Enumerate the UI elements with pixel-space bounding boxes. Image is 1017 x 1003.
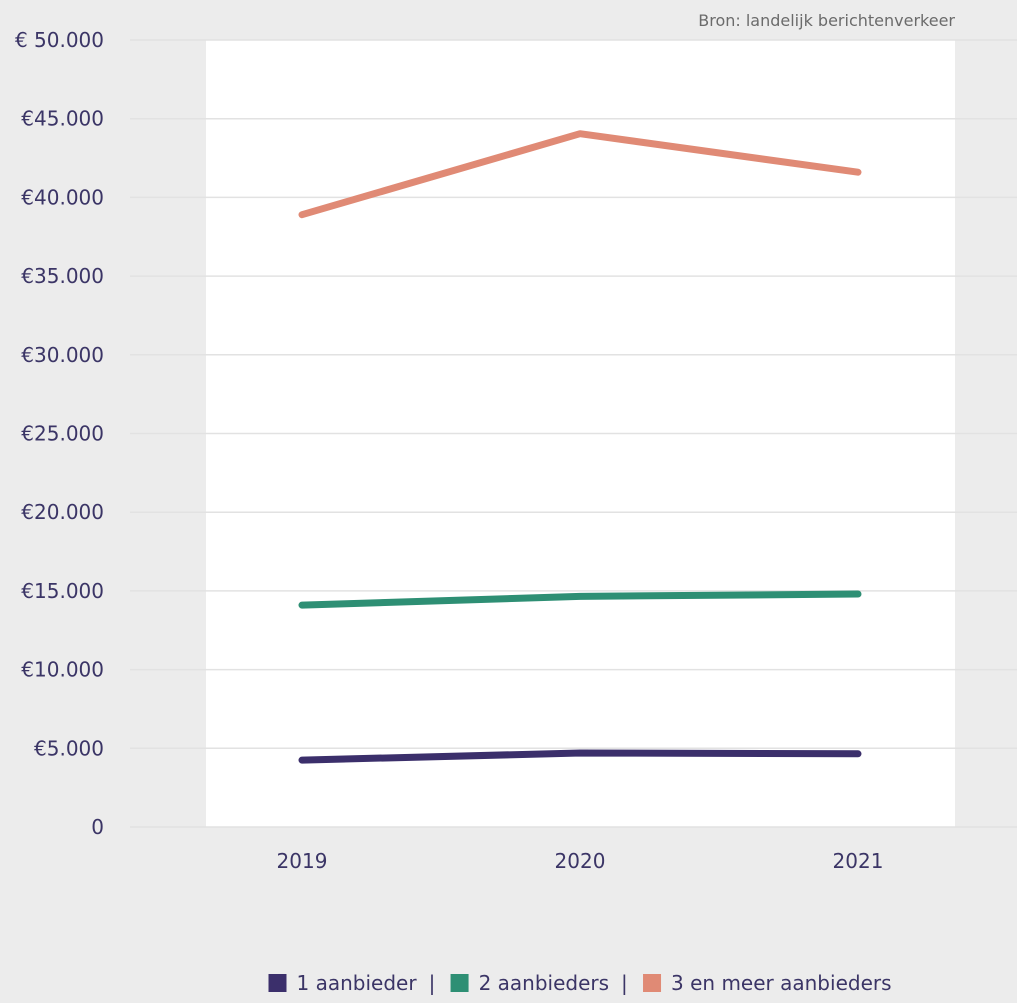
y-tick-label: €30.000 — [21, 343, 104, 367]
x-tick-label: 2021 — [833, 849, 884, 873]
x-tick-label: 2020 — [555, 849, 606, 873]
legend-separator: | — [429, 971, 436, 995]
legend-label-3: 3 en meer aanbieders — [671, 971, 891, 995]
x-axis-tick-labels: 2019 2020 2021 — [277, 849, 884, 873]
legend-separator: | — [621, 971, 628, 995]
series-line-3 — [298, 130, 862, 219]
y-tick-label: €40.000 — [21, 185, 104, 209]
y-tick-label: €45.000 — [21, 107, 104, 131]
source-note: Bron: landelijk berichtenverkeer — [698, 11, 955, 30]
legend: 1 aanbieder | 2 aanbieders | 3 en meer aanbi… — [268, 971, 892, 995]
y-tick-label: €10.000 — [21, 658, 104, 682]
y-tick-label: €15.000 — [21, 579, 104, 603]
y-axis-tick-labels: 0 €5.000 €10.000 €15.000 €20.000 €25.000 €30.0… — [15, 28, 104, 839]
y-tick-label: €25.000 — [21, 422, 104, 446]
series-lines — [298, 130, 862, 764]
legend-label-1: 1 aanbieder — [297, 971, 418, 995]
x-tick-label: 2019 — [277, 849, 328, 873]
gridlines — [130, 39, 1017, 828]
y-tick-label: €5.000 — [34, 736, 104, 760]
legend-swatch-3 — [643, 974, 662, 992]
y-tick-label: € 50.000 — [15, 28, 104, 52]
legend-swatch-1 — [268, 974, 287, 992]
y-tick-label: 0 — [91, 815, 104, 839]
legend-swatch-2 — [450, 974, 469, 992]
y-tick-label: €20.000 — [21, 500, 104, 524]
series-line-2 — [298, 590, 862, 609]
legend-label-2: 2 aanbieders — [479, 971, 609, 995]
series-line-1 — [298, 749, 862, 764]
y-tick-label: €35.000 — [21, 264, 104, 288]
